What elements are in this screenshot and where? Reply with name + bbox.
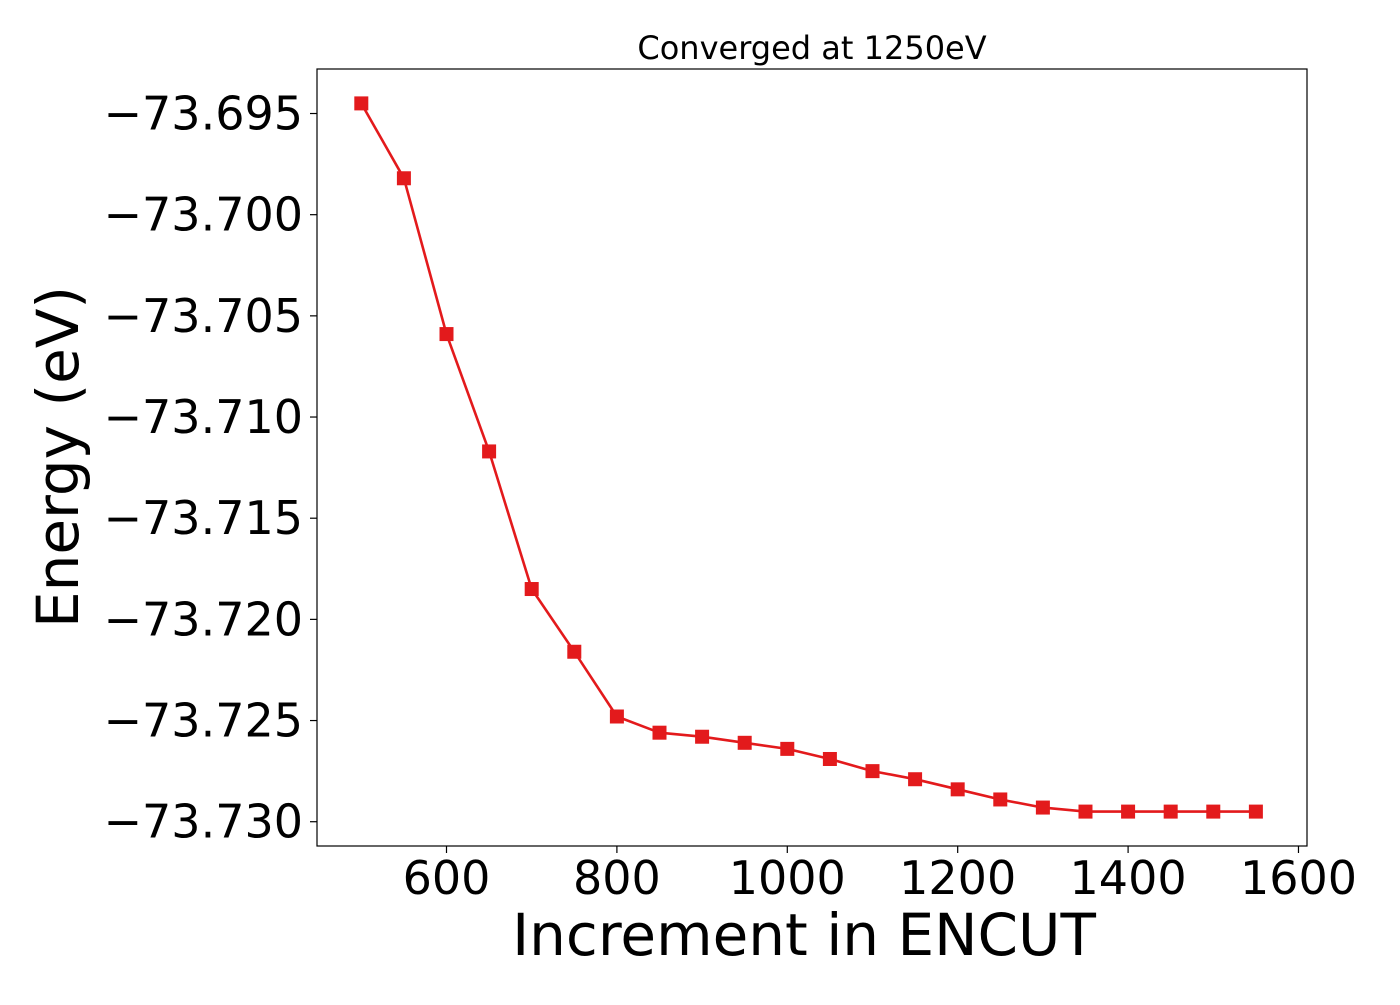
- data-point: [1248, 804, 1263, 819]
- data-point: [737, 735, 752, 750]
- x-tick-label: 1000: [729, 851, 846, 905]
- plot-frame: [316, 68, 1308, 847]
- data-point: [1163, 804, 1178, 819]
- x-axis-label: Increment in ENCUT: [512, 901, 1096, 969]
- data-point: [780, 741, 795, 756]
- x-tick-label: 600: [403, 851, 491, 905]
- chart-title: Converged at 1250eV: [637, 29, 986, 67]
- y-tick-label: −73.700: [104, 188, 304, 242]
- y-tick-label: −73.725: [104, 694, 304, 748]
- data-point: [609, 709, 624, 724]
- data-point: [950, 782, 965, 797]
- data-point: [567, 644, 582, 659]
- x-tick-label: 1200: [899, 851, 1016, 905]
- y-tick-label: −73.695: [104, 87, 304, 141]
- y-tick-label: −73.705: [104, 289, 304, 343]
- data-point: [652, 725, 667, 740]
- data-point: [1078, 804, 1093, 819]
- series-line: [360, 102, 1256, 813]
- plot-area: 600 800 1000 1200 1400 1600 −73.695 −73.700 −73.…: [104, 68, 1357, 905]
- data-point: [354, 96, 369, 111]
- data-point: [1206, 804, 1221, 819]
- x-tick-label: 800: [573, 851, 661, 905]
- data-point: [695, 729, 710, 744]
- data-point: [396, 171, 411, 186]
- y-tick-label: −73.710: [104, 390, 304, 444]
- data-point: [482, 444, 497, 459]
- data-point: [524, 582, 539, 597]
- y-tick-label: −73.730: [104, 795, 304, 849]
- x-tick-label: 1600: [1240, 851, 1357, 905]
- data-point: [1035, 800, 1050, 815]
- x-tick-label: 1400: [1070, 851, 1187, 905]
- y-tick-label: −73.720: [104, 592, 304, 646]
- data-point: [1121, 804, 1136, 819]
- data-point: [908, 772, 923, 787]
- data-point: [865, 764, 880, 779]
- y-axis-label: Energy (eV): [24, 286, 92, 628]
- y-tick-label: −73.715: [104, 491, 304, 545]
- data-point: [822, 751, 837, 766]
- data-point: [993, 792, 1008, 807]
- data-point: [439, 327, 454, 342]
